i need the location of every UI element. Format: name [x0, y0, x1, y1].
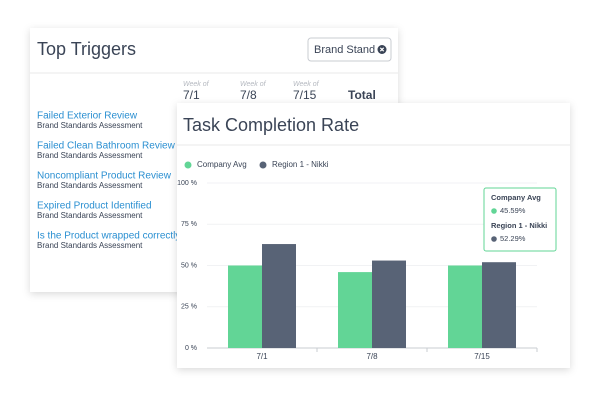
- trigger-name[interactable]: Failed Exterior Review: [37, 111, 138, 122]
- trigger-name[interactable]: Failed Clean Bathroom Review: [37, 141, 176, 152]
- y-tick-label: 0 %: [185, 345, 197, 352]
- tooltip-value: 45.59%: [500, 206, 526, 215]
- clear-x: [379, 47, 385, 52]
- bar: [372, 260, 406, 348]
- legend-label: Company Avg: [197, 160, 247, 169]
- trigger-source: Brand Standards Assessment: [37, 211, 143, 220]
- card-title: Top Triggers: [37, 39, 136, 59]
- bar: [262, 244, 296, 348]
- x-tick-label: 7/1: [256, 352, 268, 361]
- trigger-name[interactable]: Expired Product Identified: [37, 201, 152, 212]
- week-caption: Week of: [183, 81, 210, 88]
- filter-chip[interactable]: [307, 37, 392, 62]
- trigger-source: Brand Standards Assessment: [37, 181, 143, 190]
- task-completion-card: Task Completion Rate 0 % 25 % 50 % 75 % 100 …: [177, 103, 570, 368]
- y-tick-label: 25 %: [181, 304, 197, 311]
- trigger-source: Brand Standards Assessment: [37, 241, 143, 250]
- y-tick-label: 75 %: [181, 221, 197, 228]
- total-header: Total: [348, 88, 376, 102]
- tooltip-name: Company Avg: [491, 193, 541, 202]
- bar: [448, 265, 482, 348]
- week-date: 7/15: [293, 88, 317, 102]
- y-tick-label: 100 %: [177, 180, 197, 187]
- tooltip-name: Region 1 - Nikki: [491, 221, 547, 230]
- bar: [338, 272, 372, 348]
- chart-title: Task Completion Rate: [183, 115, 359, 135]
- filter-text: Brand Standards: [314, 44, 397, 56]
- trigger-name[interactable]: Noncompliant Product Review: [37, 171, 172, 182]
- y-tick-label: 50 %: [181, 262, 197, 269]
- trigger-name[interactable]: Is the Product wrapped correctly?: [37, 231, 186, 242]
- x-tick-label: 7/15: [474, 352, 490, 361]
- week-date: 7/8: [240, 88, 257, 102]
- week-caption: Week of: [293, 81, 320, 88]
- week-caption: Week of: [240, 81, 267, 88]
- legend-swatch: [184, 161, 192, 169]
- x-tick-label: 7/8: [366, 352, 378, 361]
- tooltip: Company Avg 45.59% Region 1 - Nikki 52.29%: [483, 187, 557, 252]
- bar: [228, 265, 262, 348]
- tooltip-dot: [491, 208, 497, 214]
- trigger-source: Brand Standards Assessment: [37, 121, 143, 130]
- legend-swatch: [259, 161, 267, 169]
- tooltip-box: [483, 187, 557, 252]
- bar: [482, 262, 516, 348]
- week-date: 7/1: [183, 88, 200, 102]
- tooltip-dot: [491, 236, 497, 242]
- tooltip-value: 52.29%: [500, 234, 526, 243]
- trigger-source: Brand Standards Assessment: [37, 151, 143, 160]
- legend-label: Region 1 - Nikki: [272, 160, 329, 169]
